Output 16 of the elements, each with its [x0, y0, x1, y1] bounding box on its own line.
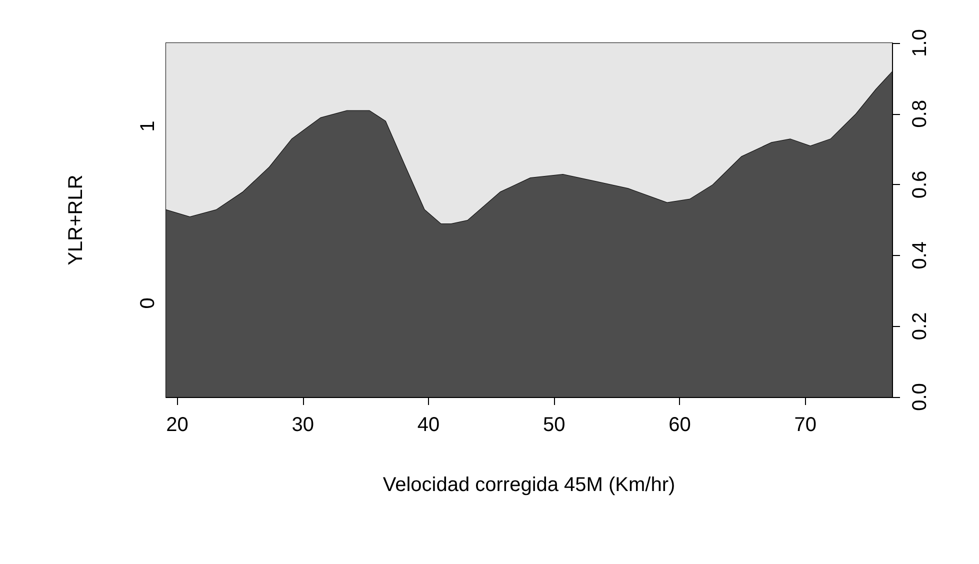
y-tick-label: 0.4	[909, 241, 931, 270]
y-tick-label: 0.0	[909, 383, 931, 411]
y-tick-label: 0.8	[909, 100, 931, 128]
text: 0	[137, 298, 159, 309]
x-tick-label: 20	[166, 414, 188, 436]
x-tick-label: 70	[794, 414, 816, 436]
y-tick-label: 0.6	[909, 170, 931, 199]
text: 1	[137, 120, 159, 132]
x-tick-label: 60	[668, 414, 691, 436]
x-tick-label: 40	[417, 414, 440, 436]
x-axis-title: Velocidad corregida 45M (Km/hr)	[382, 474, 676, 496]
x-tick-label: 30	[292, 414, 314, 436]
y-axis-title: YLR+RLR	[65, 174, 87, 266]
y-tick-label: 1.0	[909, 29, 931, 57]
y-tick-label: 0.2	[909, 312, 931, 340]
x-tick-label: 50	[542, 414, 566, 436]
